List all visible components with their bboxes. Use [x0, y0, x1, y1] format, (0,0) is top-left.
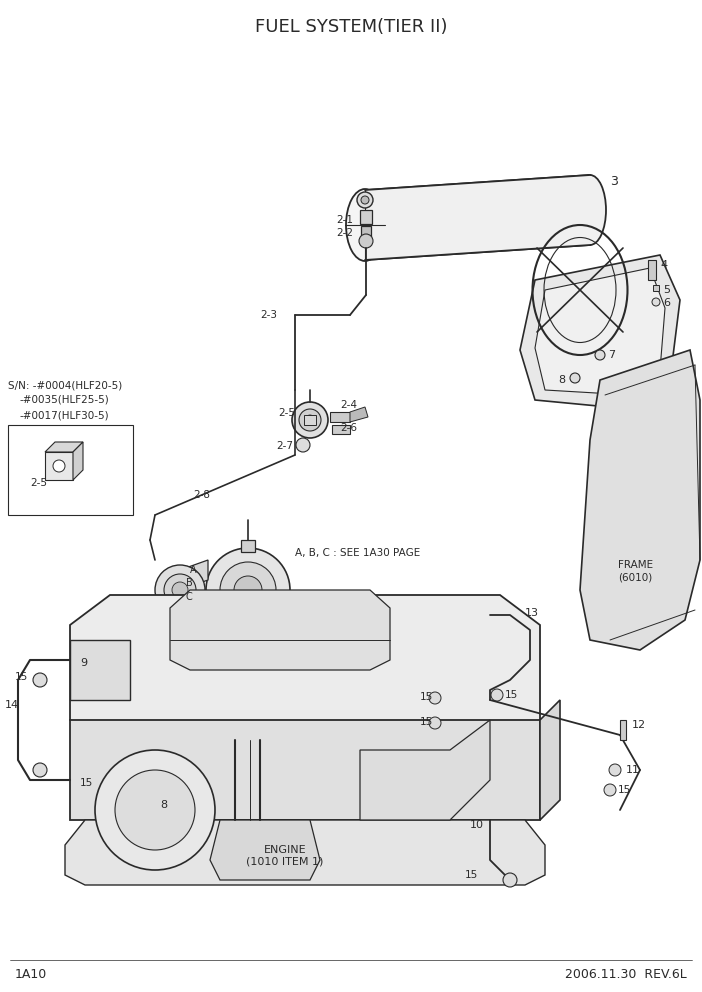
Polygon shape: [365, 175, 590, 260]
Bar: [241, 540, 255, 552]
Polygon shape: [360, 720, 490, 820]
Text: (6010): (6010): [618, 573, 652, 583]
Text: 2-4: 2-4: [340, 400, 357, 410]
Polygon shape: [170, 590, 390, 670]
Circle shape: [570, 373, 580, 383]
Text: 2-2: 2-2: [336, 228, 353, 238]
Text: 15: 15: [420, 692, 433, 702]
Text: 14: 14: [5, 700, 19, 710]
Polygon shape: [65, 820, 545, 885]
Text: 2-1: 2-1: [336, 215, 353, 225]
Text: (1010 ITEM 1): (1010 ITEM 1): [246, 857, 324, 867]
Circle shape: [429, 692, 441, 704]
Circle shape: [206, 548, 290, 632]
Circle shape: [361, 196, 369, 204]
Text: 6: 6: [663, 298, 670, 308]
Polygon shape: [70, 595, 540, 750]
Polygon shape: [520, 255, 680, 410]
Polygon shape: [45, 442, 83, 452]
Text: 8: 8: [160, 800, 167, 810]
Text: 3: 3: [610, 175, 618, 188]
Bar: [332, 425, 350, 434]
Circle shape: [357, 192, 373, 208]
Circle shape: [609, 764, 621, 776]
Text: 5: 5: [663, 285, 670, 295]
Circle shape: [234, 576, 262, 604]
Circle shape: [292, 402, 328, 438]
Text: 8: 8: [558, 375, 565, 385]
Text: 15: 15: [15, 672, 28, 682]
Bar: [648, 260, 656, 280]
Ellipse shape: [574, 175, 606, 245]
Polygon shape: [540, 700, 560, 820]
Circle shape: [115, 770, 195, 850]
Text: 9: 9: [80, 658, 87, 668]
Text: 2-7: 2-7: [276, 441, 293, 451]
Circle shape: [164, 574, 196, 606]
Text: 2006.11.30  REV.6L: 2006.11.30 REV.6L: [565, 968, 687, 981]
Polygon shape: [580, 350, 700, 650]
Text: 11: 11: [626, 765, 640, 775]
Polygon shape: [350, 407, 368, 422]
Bar: [304, 415, 316, 425]
Circle shape: [296, 438, 310, 452]
Text: S/N: -#0004(HLF20-5): S/N: -#0004(HLF20-5): [8, 380, 122, 390]
Circle shape: [595, 350, 605, 360]
Circle shape: [155, 565, 205, 615]
Text: FUEL SYSTEM(TIER II): FUEL SYSTEM(TIER II): [255, 18, 447, 36]
Circle shape: [53, 460, 65, 472]
Text: 2-5: 2-5: [30, 478, 47, 488]
Circle shape: [299, 409, 321, 431]
Text: 2-5: 2-5: [278, 408, 295, 418]
Bar: [330, 412, 350, 422]
Bar: [361, 226, 371, 238]
Bar: [8, 425, 133, 515]
Circle shape: [652, 298, 660, 306]
Text: 15: 15: [80, 778, 93, 788]
Circle shape: [305, 415, 315, 425]
Text: 2-8: 2-8: [193, 490, 210, 500]
Polygon shape: [180, 560, 208, 590]
Text: 12: 12: [632, 720, 646, 730]
Text: ENGINE: ENGINE: [264, 845, 306, 855]
Text: 1A10: 1A10: [15, 968, 47, 981]
Text: 13: 13: [525, 608, 539, 618]
Circle shape: [429, 717, 441, 729]
Text: 15: 15: [465, 870, 478, 880]
Text: A: A: [190, 565, 197, 575]
Circle shape: [503, 873, 517, 887]
Circle shape: [33, 673, 47, 687]
Polygon shape: [73, 442, 83, 480]
Text: 2-6: 2-6: [340, 423, 357, 433]
Text: FRAME: FRAME: [618, 560, 653, 570]
Circle shape: [33, 763, 47, 777]
Text: 15: 15: [618, 785, 631, 795]
Text: -#0017(HLF30-5): -#0017(HLF30-5): [20, 410, 110, 420]
Polygon shape: [535, 268, 665, 395]
Circle shape: [604, 784, 616, 796]
Circle shape: [172, 582, 188, 598]
Bar: [360, 210, 372, 224]
Text: A, B, C : SEE 1A30 PAGE: A, B, C : SEE 1A30 PAGE: [295, 548, 420, 558]
Bar: [620, 720, 626, 740]
Text: 15: 15: [505, 690, 518, 700]
Circle shape: [491, 689, 503, 701]
Text: 7: 7: [608, 350, 615, 360]
Text: 2-3: 2-3: [260, 310, 277, 320]
Text: B: B: [186, 578, 193, 588]
Polygon shape: [70, 720, 540, 820]
Text: C: C: [186, 592, 193, 602]
Text: 15: 15: [420, 717, 433, 727]
Polygon shape: [70, 640, 130, 700]
Bar: [653, 285, 659, 291]
Text: 4: 4: [660, 260, 667, 270]
Text: 10: 10: [470, 820, 484, 830]
Bar: [45, 452, 73, 480]
Circle shape: [359, 234, 373, 248]
Circle shape: [95, 750, 215, 870]
Ellipse shape: [346, 189, 384, 261]
Circle shape: [220, 562, 276, 618]
Text: -#0035(HLF25-5): -#0035(HLF25-5): [20, 395, 110, 405]
Polygon shape: [210, 820, 320, 880]
